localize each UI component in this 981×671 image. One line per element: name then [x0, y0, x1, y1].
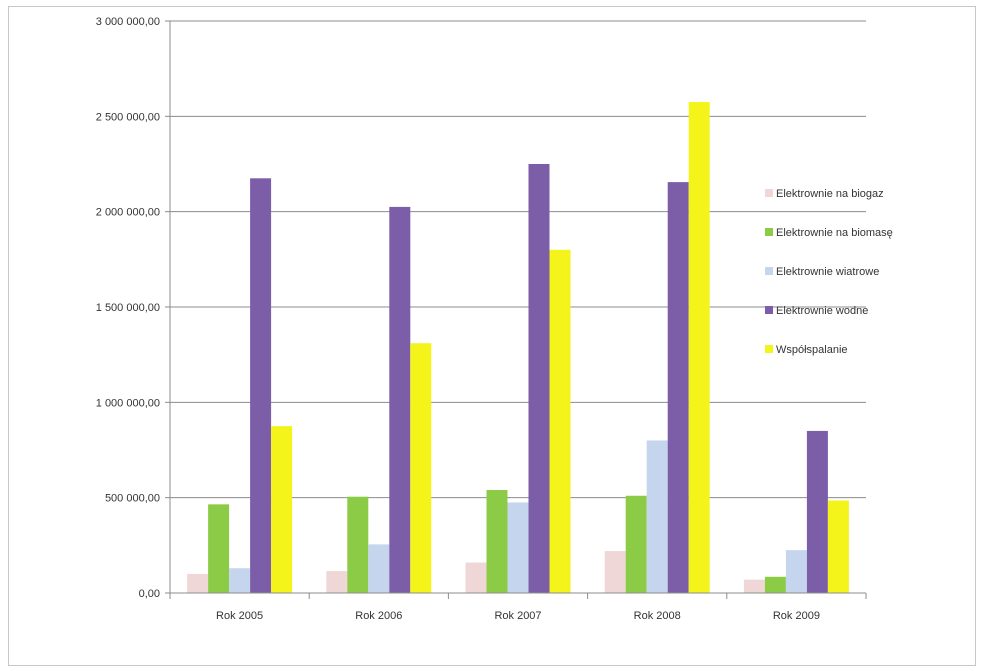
x-tick-label: Rok 2005: [216, 610, 263, 622]
bar: [604, 551, 626, 593]
bar: [465, 562, 487, 593]
bar: [667, 182, 689, 593]
y-tick-label: 2 000 000,00: [96, 207, 160, 219]
bar: [806, 430, 828, 593]
chart-frame: 0,00 500 000,00 1 000 000,00 1 500 000,00 2 …: [8, 6, 976, 666]
bar: [486, 490, 508, 593]
y-tick-label: 1 000 000,00: [96, 397, 160, 409]
x-tick-label: Rok 2006: [355, 610, 402, 622]
legend-swatch: [765, 228, 773, 236]
bar: [507, 502, 529, 593]
bar: [528, 164, 550, 593]
x-axis-ticks: Rok 2005 Rok 2006 Rok 2007 Rok 2008 Rok 2009: [216, 610, 820, 622]
bar: [326, 571, 348, 593]
bar: [764, 576, 786, 593]
bar-chart: 0,00 500 000,00 1 000 000,00 1 500 000,00 2 …: [96, 16, 893, 622]
x-tick-label: Rok 2007: [494, 610, 541, 622]
legend-swatch: [765, 345, 773, 353]
legend-swatch: [765, 306, 773, 314]
legend-label: Elektrownie wodne: [776, 305, 868, 317]
bar: [368, 544, 390, 593]
y-tick-label: 1 500 000,00: [96, 302, 160, 314]
bar: [549, 249, 571, 594]
bar: [229, 568, 251, 593]
y-tick-label: 2 500 000,00: [96, 111, 160, 123]
y-tick-label: 3 000 000,00: [96, 16, 160, 28]
legend-label: Współspalanie: [776, 344, 848, 356]
y-tick-label: 0,00: [139, 588, 160, 600]
bar: [827, 500, 849, 593]
bar: [187, 573, 209, 593]
bar: [250, 178, 272, 594]
x-tick-label: Rok 2009: [773, 610, 820, 622]
bar: [688, 102, 710, 594]
legend-swatch: [765, 267, 773, 275]
bar: [625, 495, 647, 593]
bar: [785, 550, 807, 593]
axes: [165, 20, 867, 599]
legend-label: Elektrownie na biomasę: [776, 227, 893, 239]
legend-label: Elektrownie na biogaz: [776, 188, 884, 200]
bar: [347, 496, 369, 593]
legend-swatch: [765, 189, 773, 197]
x-tick-label: Rok 2008: [634, 610, 681, 622]
bar: [271, 426, 293, 593]
bar: [743, 579, 765, 593]
bar: [646, 440, 668, 593]
y-axis-ticks: 0,00 500 000,00 1 000 000,00 1 500 000,00 2 …: [96, 16, 160, 600]
bar: [208, 504, 230, 593]
gridlines: [170, 20, 866, 499]
legend: Elektrownie na biogaz Elektrownie na biom…: [765, 188, 893, 356]
bars: [187, 102, 849, 594]
bar: [410, 343, 432, 593]
bar: [389, 206, 411, 593]
y-tick-label: 500 000,00: [105, 493, 160, 505]
legend-label: Elektrownie wiatrowe: [776, 266, 879, 278]
